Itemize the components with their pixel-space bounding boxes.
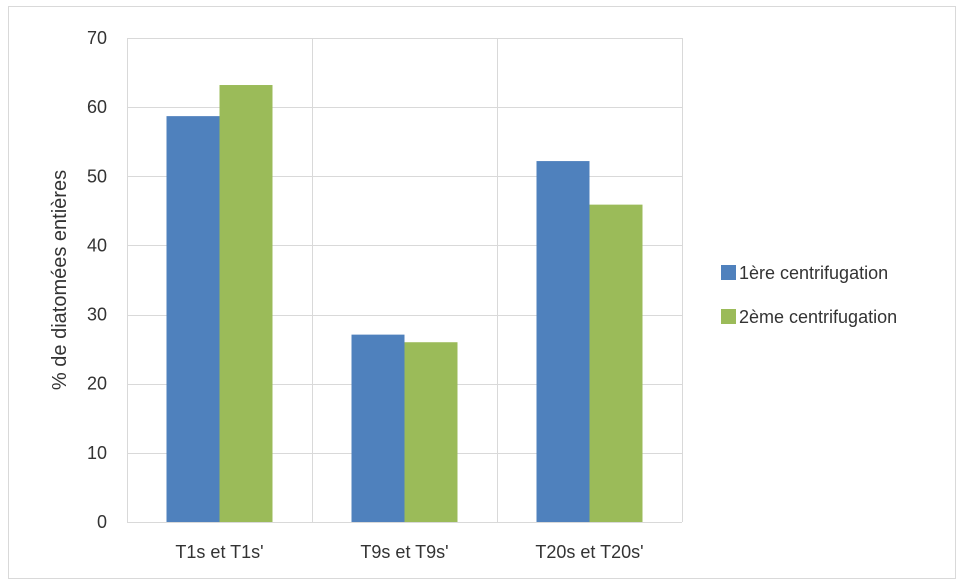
y-tick-label-5: 50 [87,166,107,186]
bars [166,85,643,523]
bar-series2-cat2 [404,342,458,522]
y-tick-labels: 0 10 20 30 40 50 60 70 [87,28,107,532]
y-axis-title: % de diatomées entières [49,170,71,390]
bar-series1-cat3 [536,161,590,522]
y-tick-label-6: 60 [87,97,107,117]
legend-swatch-1 [721,265,736,280]
y-tick-label-2: 20 [87,374,107,394]
bar-series2-cat1 [219,85,273,522]
legend: 1ère centrifugation 2ème centrifugation [721,263,897,327]
y-tick-label-4: 40 [87,235,107,255]
y-tick-label-0: 0 [97,512,107,532]
x-tick-label-1: T1s et T1s' [175,542,263,562]
chart-frame [8,6,956,579]
legend-label-2: 2ème centrifugation [739,307,897,327]
bar-series1-cat1 [166,116,220,522]
y-tick-label-1: 10 [87,443,107,463]
x-tick-label-2: T9s et T9s' [360,542,448,562]
bar-series1-cat2 [351,334,405,522]
legend-label-1: 1ère centrifugation [739,263,888,283]
bar-series2-cat3 [589,204,643,523]
x-tick-labels: T1s et T1s' T9s et T9s' T20s et T20s' [175,542,643,562]
y-tick-label-3: 30 [87,305,107,325]
legend-swatch-2 [721,309,736,324]
y-tick-label-7: 70 [87,28,107,48]
x-tick-label-3: T20s et T20s' [535,542,643,562]
